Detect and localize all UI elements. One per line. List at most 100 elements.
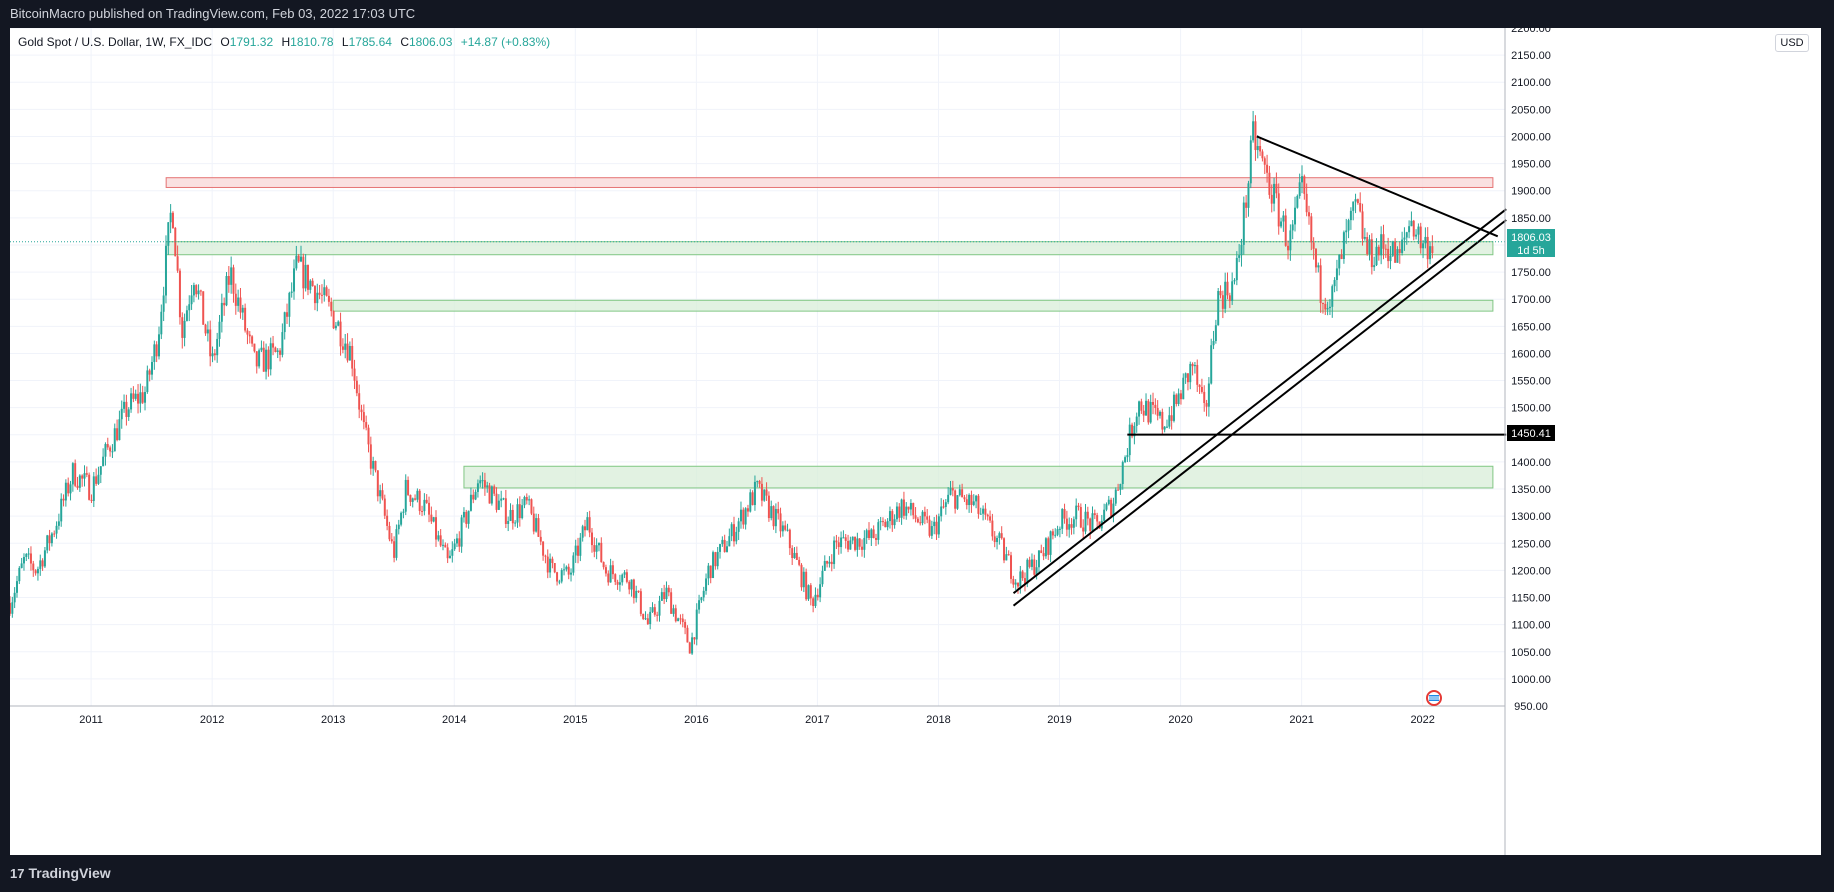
candle-up: [1107, 499, 1110, 505]
candle-down: [351, 345, 354, 369]
candle-up: [1165, 426, 1168, 428]
candle-up: [793, 552, 796, 559]
price-tick-label: 1150.00: [1512, 593, 1551, 605]
candle-up: [888, 511, 891, 522]
chart-frame[interactable]: 950.00 1000.00 1050.00 1100.00 1150.00 1200.0…: [10, 28, 1821, 855]
candle-up: [753, 481, 756, 506]
currency-selector[interactable]: USD: [1775, 34, 1809, 52]
candle-up: [1335, 268, 1338, 280]
candle-up: [651, 607, 654, 612]
candle-down: [390, 539, 393, 542]
candle-down: [805, 571, 808, 600]
candle-up: [1072, 519, 1075, 528]
candle-down: [653, 607, 656, 615]
candle-down: [1387, 248, 1390, 262]
candle-up: [218, 321, 221, 339]
candle-down: [109, 447, 112, 452]
candle-down: [551, 558, 554, 564]
candle-down: [346, 343, 349, 361]
candle-down: [1131, 424, 1134, 437]
candle-up: [400, 512, 403, 525]
candle-up: [1121, 462, 1124, 485]
candle-down: [407, 479, 410, 495]
candle-up: [104, 444, 107, 457]
candle-up: [225, 276, 228, 306]
candle-down: [614, 574, 617, 582]
open-key: O: [220, 35, 230, 49]
candle-up: [695, 609, 698, 640]
candle-up: [707, 565, 710, 579]
candle-down: [874, 538, 877, 540]
zone-resistance: [165, 177, 1494, 188]
candle-down: [686, 627, 689, 643]
candle-up: [183, 320, 186, 338]
candle-up: [337, 321, 340, 326]
candle-up: [334, 325, 337, 329]
candle-up: [739, 509, 742, 522]
candle-up: [1273, 183, 1276, 204]
candle-down: [537, 518, 540, 537]
candle-up: [276, 350, 279, 352]
tradingview-logo[interactable]: 17 TradingView: [10, 855, 111, 892]
candle-down: [213, 353, 216, 356]
candle-up: [1317, 265, 1320, 268]
candle-down: [325, 287, 328, 296]
candle-down: [421, 511, 424, 513]
candle-up: [1135, 416, 1138, 426]
candle-up: [281, 332, 284, 355]
candle-up: [1014, 582, 1017, 585]
candle-down: [286, 312, 289, 317]
candle-up: [1037, 550, 1040, 568]
candle-down: [318, 292, 321, 295]
candle-up: [1128, 424, 1131, 456]
candle-up: [453, 543, 456, 550]
candle-down: [965, 499, 968, 506]
candle-up: [712, 552, 715, 579]
candle-up: [1112, 503, 1115, 517]
candle-down: [858, 538, 861, 547]
symbol-name[interactable]: Gold Spot / U.S. Dollar, 1W, FX_IDC: [18, 35, 213, 49]
candle-up: [744, 508, 747, 525]
candle-up: [909, 503, 912, 510]
candle-up: [756, 481, 759, 483]
candle-up: [497, 500, 500, 510]
low-key: L: [341, 35, 349, 49]
candle-down: [809, 585, 812, 599]
candle-up: [151, 361, 154, 375]
time-tick-label: 2022: [1410, 714, 1434, 726]
candle-up: [514, 522, 517, 524]
candle-down: [1096, 515, 1099, 522]
footer-bar: 17 TradingView: [0, 855, 1834, 892]
candle-up: [1280, 221, 1283, 227]
candle-up: [975, 495, 978, 502]
candle-down: [674, 608, 677, 622]
candle-up: [71, 463, 74, 485]
price-chart[interactable]: 950.00 1000.00 1050.00 1100.00 1150.00 1200.0…: [10, 28, 1821, 855]
candle-down: [765, 489, 768, 496]
candle-down: [670, 592, 673, 614]
symbol-legend[interactable]: Gold Spot / U.S. Dollar, 1W, FX_IDC O179…: [18, 35, 550, 49]
candle-up: [586, 517, 589, 531]
candle-up: [258, 350, 261, 367]
candle-up: [441, 544, 444, 546]
candle-up: [833, 540, 836, 565]
candle-up: [1061, 509, 1064, 529]
candle-down: [74, 463, 77, 486]
candle-up: [1035, 567, 1038, 575]
candle-down: [430, 514, 433, 522]
candle-down: [367, 427, 370, 445]
last-price-label-bg: [1507, 229, 1555, 257]
candle-up: [528, 499, 531, 501]
candle-down: [1398, 249, 1401, 253]
candle-up: [211, 353, 214, 357]
candle-up: [749, 492, 752, 512]
candle-down: [330, 301, 333, 312]
candle-down: [444, 544, 447, 548]
candle-down: [625, 572, 628, 582]
candle-up: [1401, 239, 1404, 253]
flag-icon: [1426, 690, 1442, 706]
candle-up: [781, 525, 784, 532]
candle-up: [507, 520, 510, 524]
candle-up: [1282, 215, 1285, 222]
tradingview-brand: TradingView: [28, 865, 111, 881]
